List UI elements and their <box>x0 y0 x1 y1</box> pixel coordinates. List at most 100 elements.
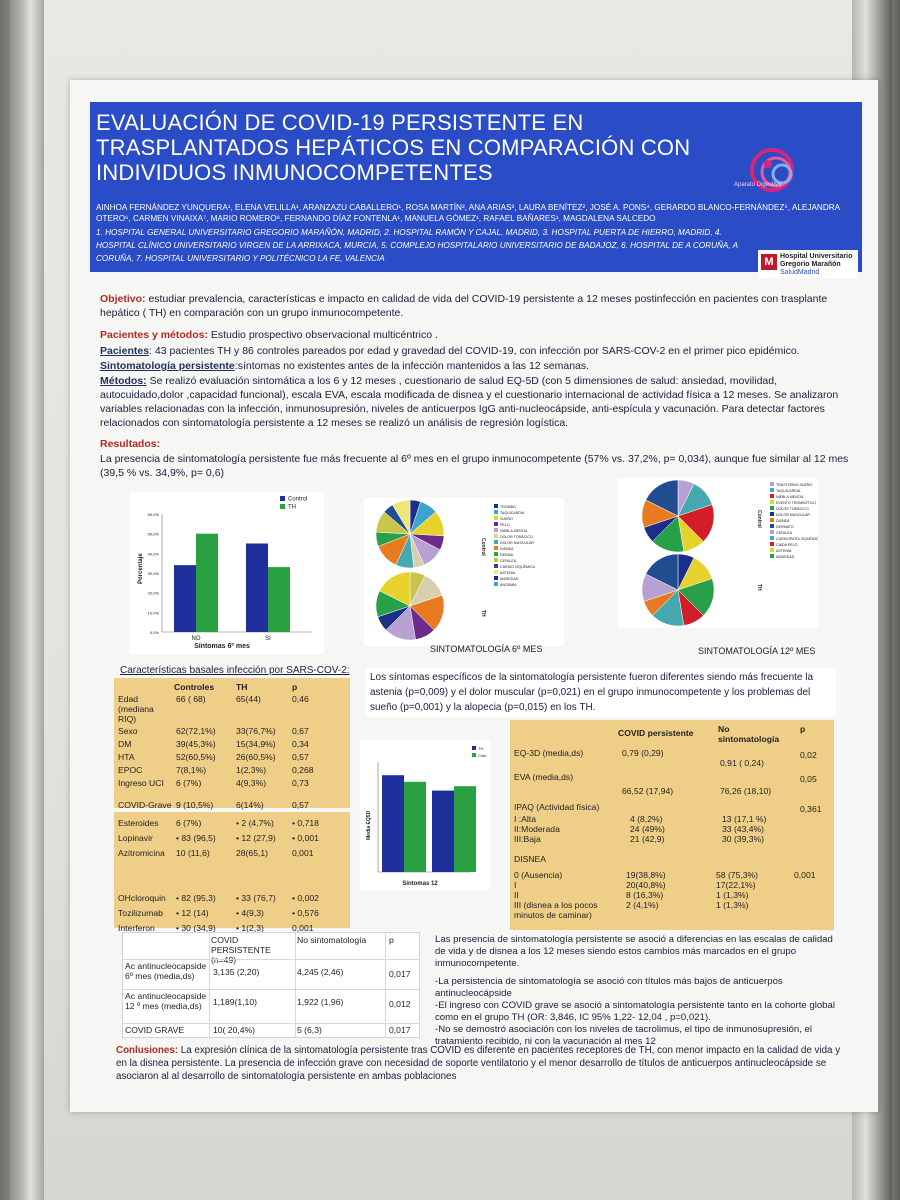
table-row-label: OHcloroquin <box>118 893 166 903</box>
pie6-legend-swatch <box>494 576 498 580</box>
table-cell: 0,34 <box>292 739 309 749</box>
ab-cell: 1,189(1,10) <box>213 997 257 1007</box>
qol-cell: 17(22,1%) <box>716 880 756 890</box>
bar-th-no <box>196 533 218 632</box>
qol-cell: 8 (16,3%) <box>626 890 664 900</box>
results-label: Resultados: <box>100 438 161 450</box>
pie12-legend-label: TRASTORNO SUEÑO <box>776 482 812 487</box>
table-cell: • 12 (27,9) <box>236 833 276 843</box>
table-cell: 62(72,1%) <box>176 726 216 736</box>
poster-title: EVALUACIÓN DE COVID-19 PERSISTENTE EN TR… <box>96 110 691 185</box>
pie12-legend-label: ANSIEDAD <box>776 555 795 559</box>
table-cell: 10 (11,6) <box>176 848 210 858</box>
legend-swatch <box>280 504 285 509</box>
table-divider <box>209 933 210 1037</box>
qol-cell: 0,02 <box>800 750 817 760</box>
table-row-label: Interferon <box>118 923 155 933</box>
legend-swatch <box>280 496 285 501</box>
table-row-label: Ingreso UCI <box>118 778 164 788</box>
qol-cell: 1 (1,3%) <box>716 900 749 910</box>
table-header: TH <box>236 682 248 692</box>
ab-cell: 5 (6,3) <box>297 1025 322 1035</box>
pie6-legend-label: ASTENIA <box>500 571 516 575</box>
objective-label: Objetivo: <box>100 293 146 305</box>
hospital-logo-mark: M <box>761 254 777 270</box>
table-cell: • 0,002 <box>292 893 319 903</box>
pie12-legend-label: DERMATO <box>776 525 794 529</box>
qol-cell: 19(38,8%) <box>626 870 666 880</box>
pie6-legend-swatch <box>494 534 498 538</box>
characteristics-table: Controles TH p Edad (mediana RIQ) 66 ( 68) 65… <box>114 678 350 810</box>
pie6-legend-swatch <box>494 558 498 562</box>
persistent-label: Sintomatología persistente <box>100 360 235 372</box>
pie12-legend-swatch <box>770 494 774 498</box>
pie12-legend-label: NIEBLA MENTAL <box>776 495 804 499</box>
antibody-table: COVID PERSISTENTE (n=49) No sintomatologí… <box>122 932 420 1038</box>
ab-header: p <box>389 935 394 945</box>
qol-row-label: I <box>514 880 517 890</box>
pie6-legend-swatch <box>494 570 498 574</box>
x-axis-label: Síntomas 6º mes <box>194 643 250 650</box>
specific-symptoms-text: Los síntomas específicos de la sintomato… <box>366 668 836 717</box>
qol-cell: 66,52 (17,94) <box>622 786 674 796</box>
pie6-legend-label: DISNEA <box>500 547 514 551</box>
hospital-logo-text: Hospital Universitario Gregorio Marañón <box>780 253 853 268</box>
association-bullet-1: -La persistencia de sintomatología se as… <box>435 976 783 999</box>
y-tick-label: 20,0% <box>148 591 160 596</box>
table-cell: • 1(2,3) <box>236 923 264 933</box>
qol-cell: 0,05 <box>800 774 817 784</box>
conclusions-paragraph: Conlusiones: La expresión clínica de la … <box>116 1044 842 1083</box>
pie12-legend-label: DISNEA <box>776 519 790 523</box>
table-divider <box>123 989 419 990</box>
hospital-logo-sub: SaludMadrid <box>780 269 820 276</box>
pie-th-12-slice <box>645 553 679 591</box>
pie6-legend-label: TAQUICARDIA <box>500 511 525 515</box>
qol-cell: 13 (17,1 %) <box>722 814 767 824</box>
pie12-legend-swatch <box>770 530 774 534</box>
pie12-legend-label: TAQUICARDIA <box>776 489 801 493</box>
x-tick-label: SI <box>265 636 271 642</box>
table-cell: 6 (7%) <box>176 818 202 828</box>
ab-header: COVID PERSISTENTE (n=49) <box>211 935 271 965</box>
pie6-legend-swatch <box>494 582 498 586</box>
pie6-legend-label: DERMA <box>500 553 514 557</box>
metodos-text: Se realizó evaluación sintomática a los … <box>100 375 839 429</box>
pie-th-6-slice <box>379 571 411 607</box>
pie6-legend-swatch <box>494 564 498 568</box>
bar-chart-6-month: 60,0% 50,0% 40,0% 30,0% 20,0% 10,0% 0,0% NO SI Sí… <box>130 492 324 654</box>
qol-cell: 0,001 <box>794 870 816 880</box>
table-cell: 1(2,3%) <box>236 765 267 775</box>
table-cell: 0,001 <box>292 848 314 858</box>
table-cell: • 82 (95,3) <box>176 893 216 903</box>
pie12-legend-label: EVENTO TROMBÓTICO <box>776 500 816 505</box>
pie12-legend-swatch <box>770 512 774 516</box>
associations-text: Las presencia de sintomatología persiste… <box>435 934 833 969</box>
quality-of-life-table: COVID persistente No sintomatología p EQ-3D… <box>510 720 834 930</box>
pie12-legend-swatch <box>770 536 774 540</box>
qol-cell: 4 (8,2%) <box>630 814 663 824</box>
pie12-legend-swatch <box>770 506 774 510</box>
qol-header: No sintomatología <box>718 724 780 744</box>
qol-row-label: DISNEA <box>514 854 546 864</box>
ab-cell: 0,012 <box>389 999 411 1009</box>
persistent-text: :síntomas no existentes antes de la infe… <box>234 360 590 372</box>
ab-row-label: COVID GRAVE <box>125 1025 185 1035</box>
methods-label: Pacientes y métodos: <box>100 329 208 341</box>
ab-row-label: Ac antinucleocapside 6º mes (media,ds) <box>125 961 207 981</box>
pie12-legend-label: ASTENIA <box>776 549 792 553</box>
pie12-legend-swatch <box>770 518 774 522</box>
table-cell: 15(34,9%) <box>236 739 276 749</box>
bar-eq5d-cntrl <box>454 786 476 872</box>
qol-cell: 0,361 <box>800 804 822 814</box>
table-row-label: Sexo <box>118 726 138 736</box>
table-divider <box>123 959 419 960</box>
table-cell: • 0,718 <box>292 818 319 828</box>
affiliations: 1. HOSPITAL GENERAL UNIVERSITARIO GREGOR… <box>96 228 738 263</box>
qol-row-label: II:Moderada <box>514 824 560 834</box>
pie6-legend-swatch <box>494 552 498 556</box>
pie6-legend-label: DOLOR TORÁCICO <box>500 535 533 539</box>
y-tick-label: 10,0% <box>148 610 160 615</box>
table-divider <box>295 933 296 1037</box>
table-cell: 0,001 <box>292 923 314 933</box>
pie6-legend-label: CEFALEA <box>500 559 517 563</box>
